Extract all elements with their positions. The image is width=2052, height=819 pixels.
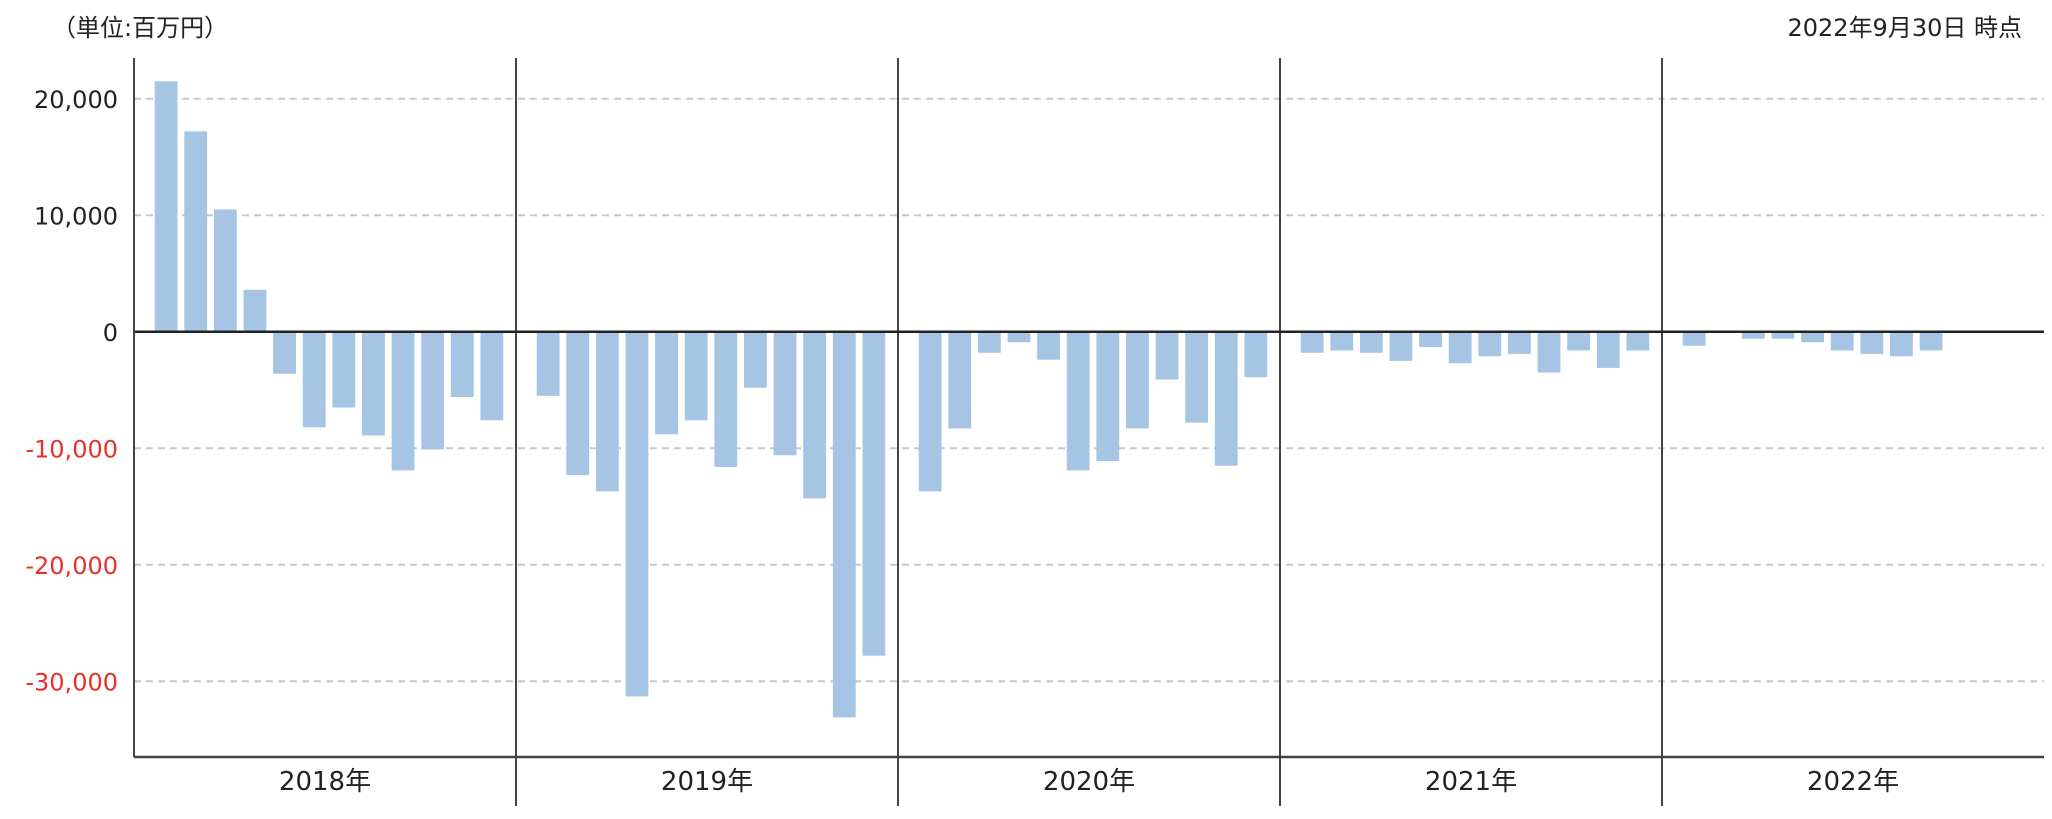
bar xyxy=(154,81,178,332)
bar xyxy=(714,331,738,467)
bar xyxy=(362,331,385,436)
x-category-label: 2020年 xyxy=(1043,767,1135,797)
bar xyxy=(1567,331,1591,351)
bar xyxy=(684,331,708,421)
bar xyxy=(1359,331,1383,353)
bar xyxy=(566,331,590,476)
bar xyxy=(1682,331,1706,346)
bar xyxy=(1478,331,1502,357)
bar xyxy=(184,131,208,332)
x-category-label: 2021年 xyxy=(1425,767,1517,797)
bar xyxy=(421,331,445,450)
bar xyxy=(1214,331,1238,466)
bar xyxy=(1596,331,1620,368)
bar xyxy=(862,331,886,656)
x-category-label: 2018年 xyxy=(279,767,371,797)
y-tick-label: 10,000 xyxy=(34,202,118,230)
y-tick-label: 0 xyxy=(103,319,118,347)
bar xyxy=(243,289,267,332)
bar xyxy=(1007,331,1031,343)
bar xyxy=(773,331,797,456)
as-of-date-label: 2022年9月30日 時点 xyxy=(1787,14,2022,42)
bar xyxy=(213,209,237,332)
unit-label: （単位:百万円） xyxy=(52,14,229,42)
bar xyxy=(1126,331,1149,429)
bar xyxy=(1537,331,1561,373)
bar xyxy=(1155,331,1179,380)
bar xyxy=(391,331,415,471)
bar xyxy=(1508,331,1531,354)
bar xyxy=(1330,331,1354,351)
bar xyxy=(1389,331,1413,361)
bar xyxy=(918,331,942,492)
bar xyxy=(1830,331,1854,351)
bar xyxy=(273,331,296,374)
y-tick-label: -30,000 xyxy=(25,668,118,696)
bar xyxy=(1096,331,1120,462)
x-category-label: 2019年 xyxy=(661,767,753,797)
bar xyxy=(450,331,474,398)
x-category-label: 2022年 xyxy=(1807,767,1899,797)
y-tick-label: 20,000 xyxy=(34,86,118,114)
bar xyxy=(832,331,856,718)
bar xyxy=(1185,331,1209,423)
y-tick-label: -10,000 xyxy=(25,435,118,463)
bar xyxy=(595,331,619,492)
bar xyxy=(1626,331,1650,351)
bar xyxy=(1890,331,1913,357)
y-tick-label: -20,000 xyxy=(25,552,118,580)
bar xyxy=(1801,331,1824,343)
bar xyxy=(655,331,678,435)
bar xyxy=(625,331,649,697)
bar xyxy=(948,331,972,429)
bar xyxy=(1741,331,1765,339)
bar xyxy=(744,331,767,388)
bar xyxy=(1860,331,1884,354)
bar xyxy=(1419,331,1442,347)
bar xyxy=(332,331,356,408)
bar xyxy=(1066,331,1090,471)
bar xyxy=(480,331,504,421)
bar xyxy=(1300,331,1324,353)
bar xyxy=(977,331,1001,353)
bar xyxy=(1448,331,1472,364)
bar xyxy=(1771,331,1795,339)
bar xyxy=(1244,331,1268,378)
bar xyxy=(1037,331,1060,360)
bar xyxy=(803,331,827,499)
bar xyxy=(302,331,326,428)
bar xyxy=(536,331,560,396)
bar xyxy=(1919,331,1943,351)
